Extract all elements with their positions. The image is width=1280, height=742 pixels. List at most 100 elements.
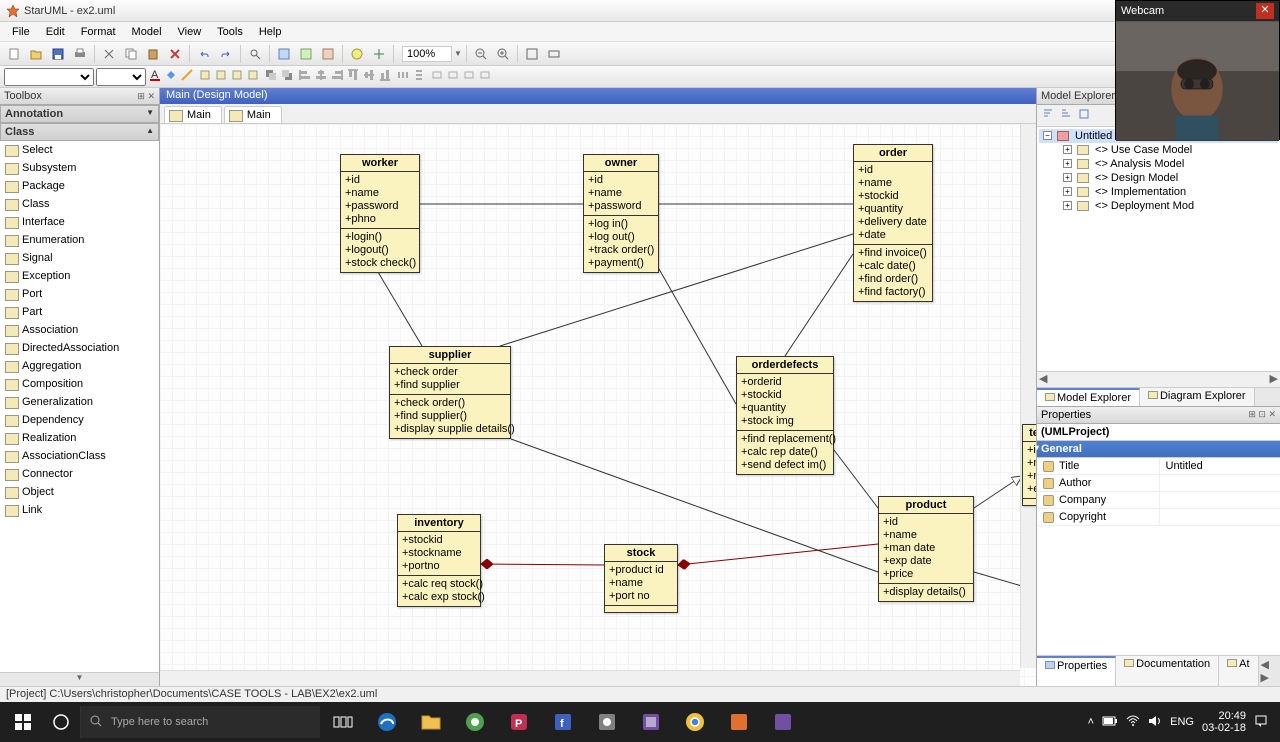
- layer-btn-1[interactable]: [264, 68, 278, 85]
- tool-button-1[interactable]: [274, 44, 294, 64]
- uml-class-textile[interactable]: textile product+id+name+man date+exp dat…: [1022, 424, 1036, 506]
- print-button[interactable]: [70, 44, 90, 64]
- format-btn-1[interactable]: [198, 68, 212, 85]
- toolbox-item-class[interactable]: Class: [0, 195, 159, 213]
- paste-button[interactable]: [143, 44, 163, 64]
- format-btn-2[interactable]: [214, 68, 228, 85]
- fit-button[interactable]: [522, 44, 542, 64]
- zoom-out-button[interactable]: [471, 44, 491, 64]
- font-color-button[interactable]: A: [148, 68, 162, 85]
- uml-class-stock[interactable]: stock+product id+name+port no: [604, 544, 678, 613]
- toggle-button[interactable]: [544, 44, 564, 64]
- taskbar-app-5[interactable]: [630, 706, 672, 738]
- align-middle-button[interactable]: [362, 68, 376, 85]
- taskbar-explorer[interactable]: [410, 706, 452, 738]
- align-right-button[interactable]: [330, 68, 344, 85]
- system-tray[interactable]: ˄ ENG 20:49 03-02-18: [1080, 710, 1276, 734]
- tab-model-explorer[interactable]: Model Explorer: [1037, 388, 1140, 406]
- redo-button[interactable]: [216, 44, 236, 64]
- dist-h-button[interactable]: [396, 68, 410, 85]
- toolbox-controls[interactable]: ⊞ ✕: [137, 91, 155, 102]
- props-controls[interactable]: ⊞ ⊡ ✕: [1248, 409, 1276, 421]
- uml-class-product[interactable]: product+id+name+man date+exp date+price+…: [878, 496, 974, 602]
- size-btn-1[interactable]: [430, 68, 444, 85]
- toolbox-item-exception[interactable]: Exception: [0, 267, 159, 285]
- cut-button[interactable]: [99, 44, 119, 64]
- tray-volume-icon[interactable]: [1148, 715, 1162, 730]
- toolbox-item-interface[interactable]: Interface: [0, 213, 159, 231]
- webcam-close-button[interactable]: ✕: [1256, 3, 1274, 19]
- uml-class-supplier[interactable]: supplier+check order+find supplier+check…: [389, 346, 511, 439]
- size-btn-4[interactable]: [478, 68, 492, 85]
- fill-color-button[interactable]: [164, 68, 178, 85]
- layer-btn-2[interactable]: [280, 68, 294, 85]
- tree-node[interactable]: +<> Deployment Mod: [1039, 199, 1278, 213]
- tool-button-4[interactable]: [347, 44, 367, 64]
- toolbox-item-aggregation[interactable]: Aggregation: [0, 357, 159, 375]
- toolbox-item-port[interactable]: Port: [0, 285, 159, 303]
- tab-properties[interactable]: Properties: [1037, 656, 1116, 686]
- taskbar-app-1[interactable]: [454, 706, 496, 738]
- property-row[interactable]: Company: [1037, 492, 1280, 509]
- delete-button[interactable]: [165, 44, 185, 64]
- menu-view[interactable]: View: [170, 24, 210, 40]
- tray-chevron-icon[interactable]: ˄: [1088, 716, 1094, 728]
- webcam-window[interactable]: Webcam ✕: [1115, 0, 1280, 140]
- taskbar-app-7[interactable]: [762, 706, 804, 738]
- tool-button-5[interactable]: [369, 44, 389, 64]
- zoom-field[interactable]: 100%: [402, 46, 452, 62]
- uml-class-orderdefects[interactable]: orderdefects+orderid+stockid+quantity+st…: [736, 356, 834, 475]
- undo-button[interactable]: [194, 44, 214, 64]
- uml-class-worker[interactable]: worker+id+name+password+phno+login()+log…: [340, 154, 420, 273]
- tab-documentation[interactable]: Documentation: [1116, 656, 1219, 686]
- tree-node[interactable]: +<> Implementation: [1039, 185, 1278, 199]
- menu-format[interactable]: Format: [73, 24, 124, 40]
- zoom-in-button[interactable]: [493, 44, 513, 64]
- toolbox-item-directedassociation[interactable]: DirectedAssociation: [0, 339, 159, 357]
- toolbox-item-subsystem[interactable]: Subsystem: [0, 159, 159, 177]
- cortana-button[interactable]: [44, 706, 78, 738]
- toolbox-item-connector[interactable]: Connector: [0, 465, 159, 483]
- search-box[interactable]: Type here to search: [80, 706, 320, 738]
- line-color-button[interactable]: [180, 68, 194, 85]
- toolbox-item-link[interactable]: Link: [0, 501, 159, 519]
- menu-file[interactable]: File: [4, 24, 38, 40]
- align-bottom-button[interactable]: [378, 68, 392, 85]
- webcam-header[interactable]: Webcam ✕: [1116, 1, 1279, 21]
- property-row[interactable]: Author: [1037, 475, 1280, 492]
- taskbar-app-6[interactable]: [718, 706, 760, 738]
- tray-battery-icon[interactable]: [1102, 716, 1118, 729]
- property-row[interactable]: Copyright: [1037, 509, 1280, 526]
- taskbar-app-3[interactable]: f: [542, 706, 584, 738]
- font-size-select[interactable]: [96, 68, 146, 86]
- tray-wifi-icon[interactable]: [1126, 715, 1140, 730]
- taskview-button[interactable]: [322, 706, 364, 738]
- tab-attachments[interactable]: At: [1219, 656, 1258, 686]
- find-button[interactable]: [245, 44, 265, 64]
- sort-button-2[interactable]: [1059, 107, 1073, 124]
- toolbox-item-package[interactable]: Package: [0, 177, 159, 195]
- taskbar-edge[interactable]: [366, 706, 408, 738]
- toolbox-item-object[interactable]: Object: [0, 483, 159, 501]
- explorer-tree[interactable]: − Untitled +<> Use Case Model+<> Analysi…: [1037, 127, 1280, 371]
- toolbox-item-signal[interactable]: Signal: [0, 249, 159, 267]
- tree-node[interactable]: +<> Design Model: [1039, 171, 1278, 185]
- tray-notifications-icon[interactable]: [1254, 714, 1268, 731]
- taskbar-chrome[interactable]: [674, 706, 716, 738]
- taskbar-app-2[interactable]: P: [498, 706, 540, 738]
- align-top-button[interactable]: [346, 68, 360, 85]
- align-left-button[interactable]: [298, 68, 312, 85]
- tray-clock[interactable]: 20:49 03-02-18: [1202, 710, 1246, 734]
- dist-v-button[interactable]: [412, 68, 426, 85]
- uml-class-owner[interactable]: owner+id+name+password+log in()+log out(…: [583, 154, 659, 273]
- uml-class-inventory[interactable]: inventory+stockid+stockname+portno+calc …: [397, 514, 481, 607]
- menu-model[interactable]: Model: [124, 24, 170, 40]
- taskbar-app-4[interactable]: [586, 706, 628, 738]
- canvas-scroll-v[interactable]: [1020, 124, 1036, 668]
- sort-button-3[interactable]: [1077, 107, 1091, 124]
- size-btn-3[interactable]: [462, 68, 476, 85]
- open-button[interactable]: [26, 44, 46, 64]
- align-center-button[interactable]: [314, 68, 328, 85]
- toolbox-item-association[interactable]: Association: [0, 321, 159, 339]
- diagram-canvas[interactable]: worker+id+name+password+phno+login()+log…: [160, 124, 1036, 686]
